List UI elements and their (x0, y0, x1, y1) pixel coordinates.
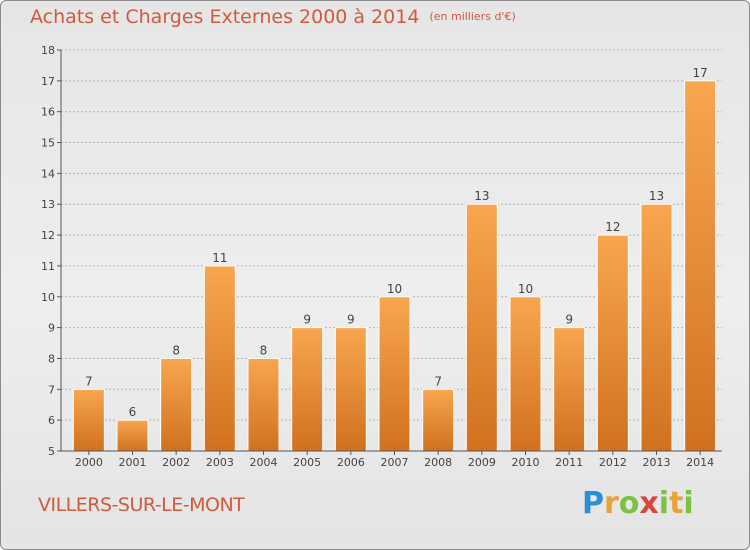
bar (509, 296, 542, 452)
x-axis: 2000 2001 2002 2003 2004 2005 2006 2007 2008 2009… (61, 450, 722, 469)
bar-value-label: 9 (303, 313, 311, 327)
bar (291, 327, 324, 452)
bar (116, 419, 149, 452)
bar (160, 357, 193, 452)
bar-value-label: 13 (649, 189, 664, 203)
bar (422, 388, 455, 452)
bar (596, 234, 629, 452)
y-tick-label: 18 (41, 44, 55, 57)
y-tick-label: 6 (48, 414, 55, 427)
x-tick-label: 2005 (293, 456, 321, 469)
chart-title-text: Achats et Charges Externes 2000 à 2014 (30, 6, 420, 28)
bar-value-label: 11 (212, 251, 227, 265)
y-tick-label: 14 (41, 167, 55, 180)
bar (334, 327, 367, 452)
y-tick-label: 16 (41, 106, 55, 119)
bar-value-label: 17 (693, 66, 708, 80)
bar (684, 80, 717, 452)
x-tick-label: 2012 (599, 456, 627, 469)
y-tick-label: 7 (48, 383, 55, 396)
x-tick-label: 2014 (686, 456, 714, 469)
y-tick-label: 15 (41, 137, 55, 150)
y-tick-label: 5 (48, 445, 55, 458)
x-tick-label: 2001 (119, 456, 147, 469)
bar-value-label: 7 (85, 374, 93, 388)
bar-value-label: 8 (172, 343, 180, 357)
chart-unit: (en milliers d'€) (429, 10, 516, 23)
y-tick-label: 9 (48, 322, 55, 335)
bar-value-label: 10 (387, 282, 402, 296)
x-tick-label: 2006 (337, 456, 365, 469)
y-tick-label: 8 (48, 352, 55, 365)
x-tick-label: 2003 (206, 456, 234, 469)
y-tick-label: 12 (41, 229, 55, 242)
x-tick-label: 2004 (250, 456, 278, 469)
bar-value-label: 13 (474, 189, 489, 203)
y-axis: 5 6 7 8 9 10 11 12 13 14 15 16 17 18 (41, 44, 62, 458)
x-tick-label: 2009 (468, 456, 496, 469)
bar (378, 296, 411, 452)
x-tick-label: 2000 (75, 456, 103, 469)
bar-value-label: 9 (565, 313, 573, 327)
x-tick-label: 2013 (643, 456, 671, 469)
y-tick-label: 17 (41, 75, 55, 88)
x-tick-label: 2007 (381, 456, 409, 469)
bar-value-label: 9 (347, 313, 355, 327)
bar (640, 203, 673, 452)
bar-value-label: 6 (129, 405, 137, 419)
bar-value-label: 12 (605, 220, 620, 234)
bar-value-label: 10 (518, 282, 533, 296)
bar (553, 327, 586, 452)
x-tick-label: 2010 (512, 456, 540, 469)
bar (465, 203, 498, 452)
bar-value-label: 7 (434, 374, 442, 388)
bars: 7 6 8 11 8 9 9 10 7 13 10 9 12 13 17 (72, 66, 717, 452)
y-tick-label: 10 (41, 291, 55, 304)
chart-title: Achats et Charges Externes 2000 à 2014 (e… (30, 6, 516, 28)
x-tick-label: 2002 (162, 456, 190, 469)
y-tick-label: 11 (41, 260, 55, 273)
proxiti-logo: Proxiti (582, 486, 694, 521)
commune-name: VILLERS-SUR-LE-MONT (38, 494, 245, 516)
x-tick-label: 2008 (424, 456, 452, 469)
bar-value-label: 8 (260, 343, 268, 357)
y-tick-label: 13 (41, 198, 55, 211)
bar (247, 357, 280, 452)
x-tick-label: 2011 (555, 456, 583, 469)
bar (72, 388, 105, 452)
bar (203, 265, 236, 452)
